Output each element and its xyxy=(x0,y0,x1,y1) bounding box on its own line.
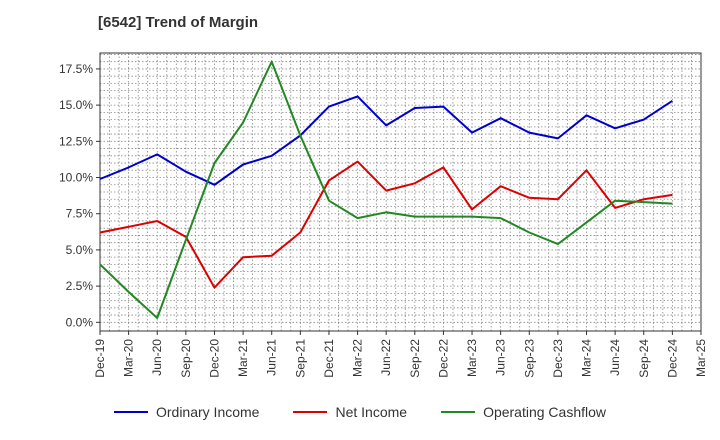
y-tick-label: 2.5% xyxy=(66,279,94,293)
x-tick-label: Dec-24 xyxy=(665,339,679,378)
x-tick-label: Sep-22 xyxy=(408,339,422,378)
y-tick-label: 12.5% xyxy=(59,134,93,148)
legend-swatch-net-income xyxy=(293,411,328,413)
x-tick-label: Dec-20 xyxy=(207,339,221,378)
x-tick-label: Jun-20 xyxy=(150,339,164,376)
y-tick-label: 10.0% xyxy=(59,171,93,185)
x-tick-label: Dec-22 xyxy=(436,339,450,378)
legend-item-ordinary-income: Ordinary Income xyxy=(113,404,260,420)
x-tick-label: Mar-23 xyxy=(465,339,479,377)
legend-label-net-income: Net Income xyxy=(335,404,408,420)
x-tick-label: Mar-24 xyxy=(580,339,594,377)
x-tick-label: Jun-21 xyxy=(265,339,279,376)
legend-label-operating-cashflow: Operating Cashflow xyxy=(483,404,607,420)
plot-frame xyxy=(99,52,702,332)
plot-area xyxy=(100,53,701,331)
x-tick-label: Jun-24 xyxy=(608,339,622,376)
y-tick-label: 5.0% xyxy=(66,243,94,257)
legend-item-operating-cashflow: Operating Cashflow xyxy=(441,404,606,420)
x-tick-label: Jun-23 xyxy=(494,339,508,376)
legend-label-ordinary-income: Ordinary Income xyxy=(155,404,260,420)
y-tick-label: 0.0% xyxy=(66,315,94,329)
x-tick-label: Dec-23 xyxy=(551,339,565,378)
x-tick-label: Sep-23 xyxy=(522,339,536,378)
legend-item-net-income: Net Income xyxy=(293,404,407,420)
series-line-net-income xyxy=(99,160,673,289)
x-tick-label: Mar-21 xyxy=(236,339,250,377)
series-line-ordinary-income xyxy=(99,95,673,186)
x-tick-label: Mar-20 xyxy=(122,339,136,377)
x-tick-label: Dec-19 xyxy=(93,339,107,378)
chart-title: [6542] Trend of Margin xyxy=(98,14,259,31)
y-tick-label: 17.5% xyxy=(59,62,93,76)
legend: Ordinary Income Net Income Operating Cas… xyxy=(0,404,720,420)
x-tick-label: Jun-22 xyxy=(379,339,393,376)
legend-swatch-ordinary-income xyxy=(113,411,148,413)
x-tick-label: Sep-21 xyxy=(293,339,307,378)
x-tick-label: Mar-25 xyxy=(694,339,708,377)
x-tick-label: Dec-21 xyxy=(322,339,336,378)
x-tick-label: Mar-22 xyxy=(351,339,365,377)
y-tick-label: 7.5% xyxy=(66,207,94,221)
x-tick-label: Sep-20 xyxy=(179,339,193,378)
legend-swatch-operating-cashflow xyxy=(441,411,476,413)
series-line-operating-cashflow xyxy=(99,60,673,319)
x-tick-label: Sep-24 xyxy=(637,339,651,378)
y-tick-label: 15.0% xyxy=(59,98,93,112)
